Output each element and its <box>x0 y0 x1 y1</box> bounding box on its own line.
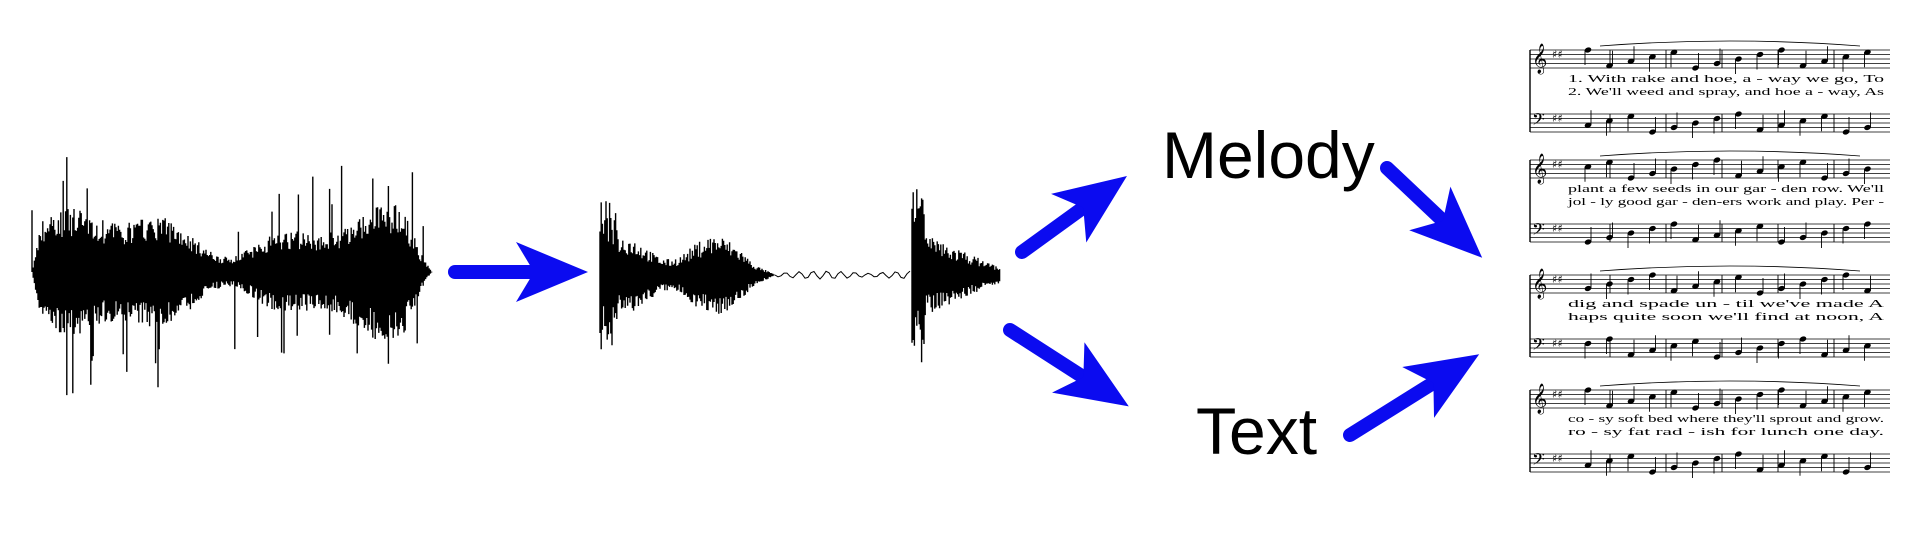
arrow-melody-to-score <box>1380 161 1483 258</box>
svg-text:♯♯: ♯♯ <box>1552 48 1563 61</box>
waveform-full-icon <box>31 157 433 396</box>
score-system: 𝄞 ♯♯ 𝄢 ♯♯ plant a few seeds in our gar - den… <box>1529 150 1890 248</box>
lyric-line: plant a few seeds in our gar - den row. … <box>1568 183 1884 195</box>
arrow-text-to-score <box>1343 354 1480 442</box>
svg-text:♯♯: ♯♯ <box>1552 222 1563 235</box>
svg-text:♯♯: ♯♯ <box>1552 273 1563 286</box>
svg-text:♯♯: ♯♯ <box>1552 388 1563 401</box>
svg-text:♯♯: ♯♯ <box>1552 452 1563 465</box>
waveform-separated-icon <box>599 189 1001 363</box>
svg-text:♯♯: ♯♯ <box>1552 112 1563 125</box>
sheet-music-icon: 𝄞 ♯♯ 𝄢 ♯♯ 1. With rake and hoe, a - way we g… <box>1529 40 1890 478</box>
lyric-line: haps quite soon we'll find at noon, A <box>1568 311 1884 323</box>
treble-clef-icon: 𝄞 <box>1532 43 1547 75</box>
lyric-line: co - sy soft bed where they'll sprout an… <box>1568 413 1884 425</box>
arrow-to-text <box>1003 323 1129 407</box>
score-system: 𝄞 ♯♯ 𝄢 ♯♯ dig and spade un - til we've made … <box>1529 265 1890 363</box>
treble-clef-icon: 𝄞 <box>1532 268 1547 300</box>
lyric-line: dig and spade un - til we've made A <box>1568 298 1884 310</box>
score-system: 𝄞 ♯♯ 𝄢 ♯♯ 1. With rake and hoe, a - way we g… <box>1529 40 1890 138</box>
lyric-line: ro - sy fat rad - ish for lunch one day. <box>1568 426 1884 438</box>
text-label: Text <box>1196 394 1318 468</box>
treble-clef-icon: 𝄞 <box>1532 383 1547 415</box>
svg-text:♯♯: ♯♯ <box>1552 158 1563 171</box>
score-system: 𝄞 ♯♯ 𝄢 ♯♯ co - sy soft bed where they'll spr… <box>1529 380 1890 478</box>
svg-text:♯♯: ♯♯ <box>1552 337 1563 350</box>
bass-clef-icon: 𝄢 <box>1532 219 1545 243</box>
bass-clef-icon: 𝄢 <box>1532 449 1545 473</box>
melody-label: Melody <box>1162 118 1375 192</box>
lyric-line: jol - ly good gar - den-ers work and pla… <box>1566 196 1884 208</box>
lyric-line: 2. We'll weed and spray, and hoe a - way… <box>1568 86 1884 98</box>
lyric-line: 1. With rake and hoe, a - way we go, To <box>1568 73 1885 85</box>
arrow-to-melody <box>1015 175 1127 259</box>
bass-clef-icon: 𝄢 <box>1532 109 1545 133</box>
bass-clef-icon: 𝄢 <box>1532 334 1545 358</box>
treble-clef-icon: 𝄞 <box>1532 153 1547 185</box>
